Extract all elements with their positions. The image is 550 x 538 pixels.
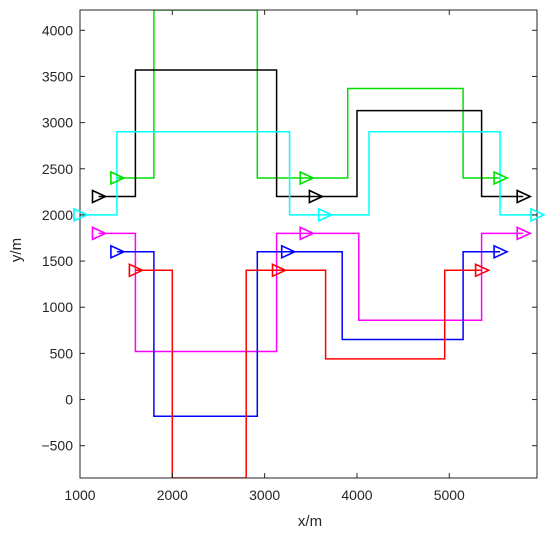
series-2-marker-2 (308, 189, 325, 204)
series-6-marker-2 (271, 263, 288, 278)
y-tick-label: −500 (41, 438, 73, 454)
series-line-1 (116, 10, 501, 179)
y-axis-label: y/m (8, 238, 25, 262)
series-line-3 (80, 131, 537, 216)
series-3-marker-1 (73, 207, 89, 223)
y-tick-label: 0 (65, 392, 73, 408)
series-3-marker-2 (317, 207, 334, 223)
series-5-marker-3 (493, 244, 510, 260)
series-5-marker-2 (280, 244, 297, 260)
series-layer (80, 10, 537, 478)
y-tick-label: 3500 (42, 68, 73, 84)
series-2-marker-3 (516, 189, 533, 204)
y-tick-label: 3000 (42, 115, 73, 131)
series-1-marker-3 (493, 170, 510, 186)
series-line-6 (135, 269, 482, 478)
x-tick-label: 3000 (249, 487, 280, 503)
y-tick-label: 2500 (42, 161, 73, 177)
y-tick-label: 1500 (42, 253, 73, 269)
series-2-marker-1 (91, 189, 108, 204)
y-tick-label: 4000 (42, 22, 73, 38)
series-4-marker-1 (91, 226, 108, 241)
series-6-marker-3 (474, 263, 491, 278)
series-line-2 (98, 69, 524, 198)
y-tick-label: 500 (50, 345, 74, 361)
series-1-marker-2 (299, 170, 316, 186)
y-tick-label: 2000 (42, 207, 73, 223)
series-line-5 (116, 251, 501, 417)
plot-area (80, 10, 537, 478)
axes-box (79, 9, 538, 479)
y-tick-label: 1000 (42, 299, 73, 315)
x-tick-label: 2000 (157, 487, 188, 503)
series-1-marker-1 (110, 170, 126, 186)
series-line-4 (98, 232, 524, 353)
series-5-marker-1 (110, 244, 126, 260)
axes: 1000 2000 3000 4000 5000 −500 0 500 1000 1500 2000… (41, 9, 538, 503)
series-4-marker-3 (516, 226, 533, 241)
x-tick-label: 1000 (64, 487, 95, 503)
series-6-marker-1 (128, 263, 145, 278)
x-tick-label: 5000 (434, 487, 465, 503)
series-4-marker-2 (299, 226, 316, 241)
marker-layer (73, 170, 546, 278)
series-3-marker-3 (530, 207, 546, 223)
x-tick-label: 4000 (341, 487, 372, 503)
plot-background (80, 10, 537, 478)
x-axis-label: x/m (298, 513, 322, 530)
